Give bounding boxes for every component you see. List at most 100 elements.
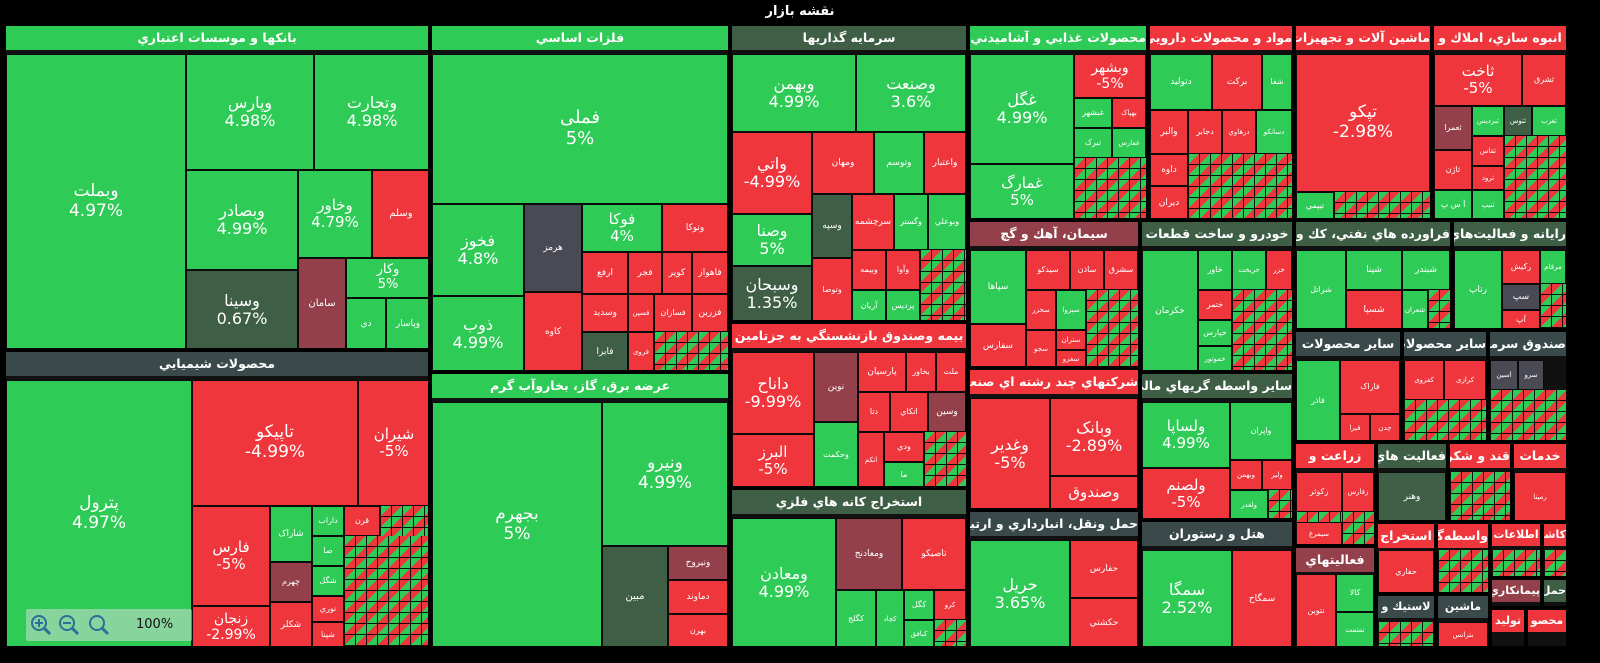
- stock-tile[interactable]: وتوسم: [874, 132, 924, 194]
- stock-tile[interactable]: وبهمن 4.99%: [732, 54, 856, 132]
- stock-tile[interactable]: اسين: [1490, 360, 1518, 390]
- small-stocks-cluster[interactable]: [1404, 400, 1486, 440]
- sector-it[interactable]: رايانه و فعاليت‌هاي رتاپ رکیش مرقام سپ آپ: [1452, 220, 1568, 330]
- stock-tile[interactable]: سرچشمه: [852, 194, 894, 250]
- stock-tile[interactable]: ثقاس: [1472, 136, 1504, 166]
- stock-tile[interactable]: ولصنم -5%: [1142, 468, 1230, 518]
- stock-tile[interactable]: ذوب 4.99%: [432, 296, 524, 370]
- stock-tile[interactable]: هرمز: [524, 204, 582, 292]
- stock-tile[interactable]: شسپا: [1346, 290, 1402, 328]
- small-stocks-cluster[interactable]: [1450, 472, 1510, 520]
- sector-auto[interactable]: خودرو و ساخت قطعات خكرمان خاور خريخت خزر ختمر…: [1140, 220, 1294, 372]
- stock-tile[interactable]: وسبحان 1.35%: [732, 266, 812, 320]
- stock-tile[interactable]: خموتور: [1198, 346, 1232, 370]
- stock-tile[interactable]: ملت: [936, 352, 966, 392]
- stock-tile[interactable]: شفا: [1262, 54, 1292, 110]
- sector-oil[interactable]: فراورده هاي نفتي، كك و شراتل شپنا شبندر شسپا…: [1294, 220, 1452, 330]
- stock-tile[interactable]: ثشرق: [1522, 54, 1566, 106]
- small-stocks-cluster[interactable]: [380, 506, 428, 536]
- stock-tile[interactable]: كالا: [1336, 574, 1374, 612]
- small-stocks-cluster[interactable]: [1492, 550, 1540, 576]
- stock-tile[interactable]: مبين: [602, 546, 668, 646]
- stock-tile[interactable]: وخاور 4.79%: [298, 170, 372, 258]
- stock-tile[interactable]: غمارگ 5%: [970, 164, 1074, 218]
- stock-tile[interactable]: حكشتي: [1070, 598, 1138, 646]
- stock-tile[interactable]: سبزوا: [1056, 290, 1086, 330]
- stock-tile[interactable]: دسانكو: [1256, 110, 1292, 154]
- stock-tile[interactable]: وبصادر 4.99%: [186, 170, 298, 270]
- small-stocks-cluster[interactable]: [920, 250, 966, 320]
- stock-tile[interactable]: سمگا 2.52%: [1142, 550, 1232, 646]
- stock-tile[interactable]: خزر: [1266, 250, 1292, 290]
- sector-invest2[interactable]: فعاليتهاي نتوين كالا تمتمت: [1294, 546, 1376, 648]
- stock-tile[interactable]: وبملت 4.97%: [6, 54, 186, 348]
- stock-tile[interactable]: شاراک: [270, 506, 312, 562]
- stock-tile[interactable]: فارس -5%: [192, 506, 270, 606]
- stock-tile[interactable]: وسپه: [812, 194, 852, 258]
- stock-tile[interactable]: كرازی: [1444, 360, 1486, 400]
- zoom-in-icon[interactable]: [30, 614, 52, 636]
- stock-tile[interactable]: بترانس: [1438, 622, 1488, 646]
- stock-tile[interactable]: ودي: [884, 432, 924, 462]
- stock-tile[interactable]: واتي -4.99%: [732, 132, 812, 214]
- stock-tile[interactable]: نوري: [312, 596, 344, 622]
- stock-tile[interactable]: فجر: [628, 252, 662, 294]
- stock-tile[interactable]: البرز -5%: [732, 434, 814, 486]
- small-stocks-cluster[interactable]: [1342, 512, 1374, 544]
- stock-tile[interactable]: دجابر: [1188, 110, 1222, 154]
- sector-transport[interactable]: حمل ونقل، انبارداري و ارتباطاتحريل3.65%ح…: [968, 510, 1140, 648]
- stock-tile[interactable]: ثبردیس: [1472, 106, 1504, 136]
- stock-tile[interactable]: كگل: [904, 590, 934, 620]
- stock-tile[interactable]: وحكمت: [814, 422, 858, 486]
- sector-invest[interactable]: سرمايه گذاريها وبهمن 4.99% وصنعت 3.6% واتي -4.…: [730, 24, 968, 322]
- stock-tile[interactable]: چدن: [1370, 414, 1400, 440]
- stock-tile[interactable]: وصنعت 3.6%: [856, 54, 966, 132]
- sector-pimankari[interactable]: پيمانكاري: [1490, 578, 1542, 608]
- small-stocks-cluster[interactable]: [1232, 290, 1292, 370]
- stock-tile[interactable]: وپاسار: [386, 298, 428, 348]
- stock-tile[interactable]: حفاري: [1378, 550, 1434, 592]
- stock-tile[interactable]: وتوصا: [812, 258, 852, 320]
- stock-tile[interactable]: ثاژن: [1434, 150, 1472, 190]
- stock-tile[interactable]: كگلج: [836, 590, 876, 646]
- stock-tile[interactable]: چهرم: [270, 562, 312, 602]
- small-stocks-cluster[interactable]: [1544, 550, 1566, 576]
- stock-tile[interactable]: ثنيپ: [1472, 190, 1504, 218]
- stock-tile[interactable]: وكار 5%: [346, 258, 428, 298]
- stock-tile[interactable]: كچاد: [876, 590, 904, 646]
- stock-tile[interactable]: آپ: [1502, 310, 1540, 328]
- stock-tile[interactable]: وتجارت 4.98%: [314, 54, 428, 170]
- stock-tile[interactable]: رمپنا: [1514, 472, 1566, 520]
- small-stocks-cluster[interactable]: [1438, 550, 1488, 592]
- stock-tile[interactable]: كفزوی: [1404, 360, 1444, 400]
- sector-svc2[interactable]: خدمات رمپنا: [1512, 442, 1568, 522]
- sector-chem[interactable]: محصولات شيميايي پترول 4.97% تاپيكو -4.99% شير…: [4, 350, 430, 648]
- stock-tile[interactable]: وسلم: [372, 170, 428, 258]
- zoom-out-icon[interactable]: [58, 614, 80, 636]
- stock-tile[interactable]: داوه: [1150, 154, 1188, 186]
- stock-tile[interactable]: فروی: [628, 332, 654, 370]
- stock-tile[interactable]: فاذر: [1296, 360, 1340, 440]
- stock-tile[interactable]: سامان: [298, 258, 346, 348]
- stock-tile[interactable]: غگل 4.99%: [970, 54, 1074, 164]
- sector-metals[interactable]: فلزات اساسي فملی 5% فخوز 4.8% ذوب 4.99% هرمز کاو…: [430, 24, 730, 372]
- small-stocks-cluster[interactable]: [344, 536, 428, 646]
- sector-sugar[interactable]: قند و شكر: [1448, 442, 1512, 522]
- stock-tile[interactable]: زنجان -2.99%: [192, 606, 270, 646]
- sector-products2[interactable]: محصو: [1526, 608, 1568, 648]
- sector-machines2[interactable]: ماشين بترانس: [1436, 594, 1490, 648]
- stock-tile[interactable]: وگستر: [894, 194, 928, 250]
- stock-tile[interactable]: حريل 3.65%: [970, 540, 1070, 646]
- small-stocks-cluster[interactable]: [1086, 290, 1138, 366]
- stock-tile[interactable]: وصنا 5%: [732, 214, 812, 266]
- stock-tile[interactable]: ولساپا 4.99%: [1142, 402, 1230, 468]
- stock-tile[interactable]: فزرين: [692, 294, 728, 332]
- stock-tile[interactable]: ثاخت -5%: [1434, 54, 1522, 106]
- stock-tile[interactable]: سخزر: [1026, 290, 1056, 330]
- stock-tile[interactable]: شگل: [312, 566, 344, 596]
- stock-tile[interactable]: بهپاک: [1112, 98, 1146, 128]
- stock-tile[interactable]: سپاها: [970, 250, 1026, 324]
- stock-tile[interactable]: آ س پ: [1434, 190, 1472, 218]
- stock-tile[interactable]: غبشهر: [1074, 98, 1112, 128]
- stock-tile[interactable]: داراب: [312, 506, 344, 536]
